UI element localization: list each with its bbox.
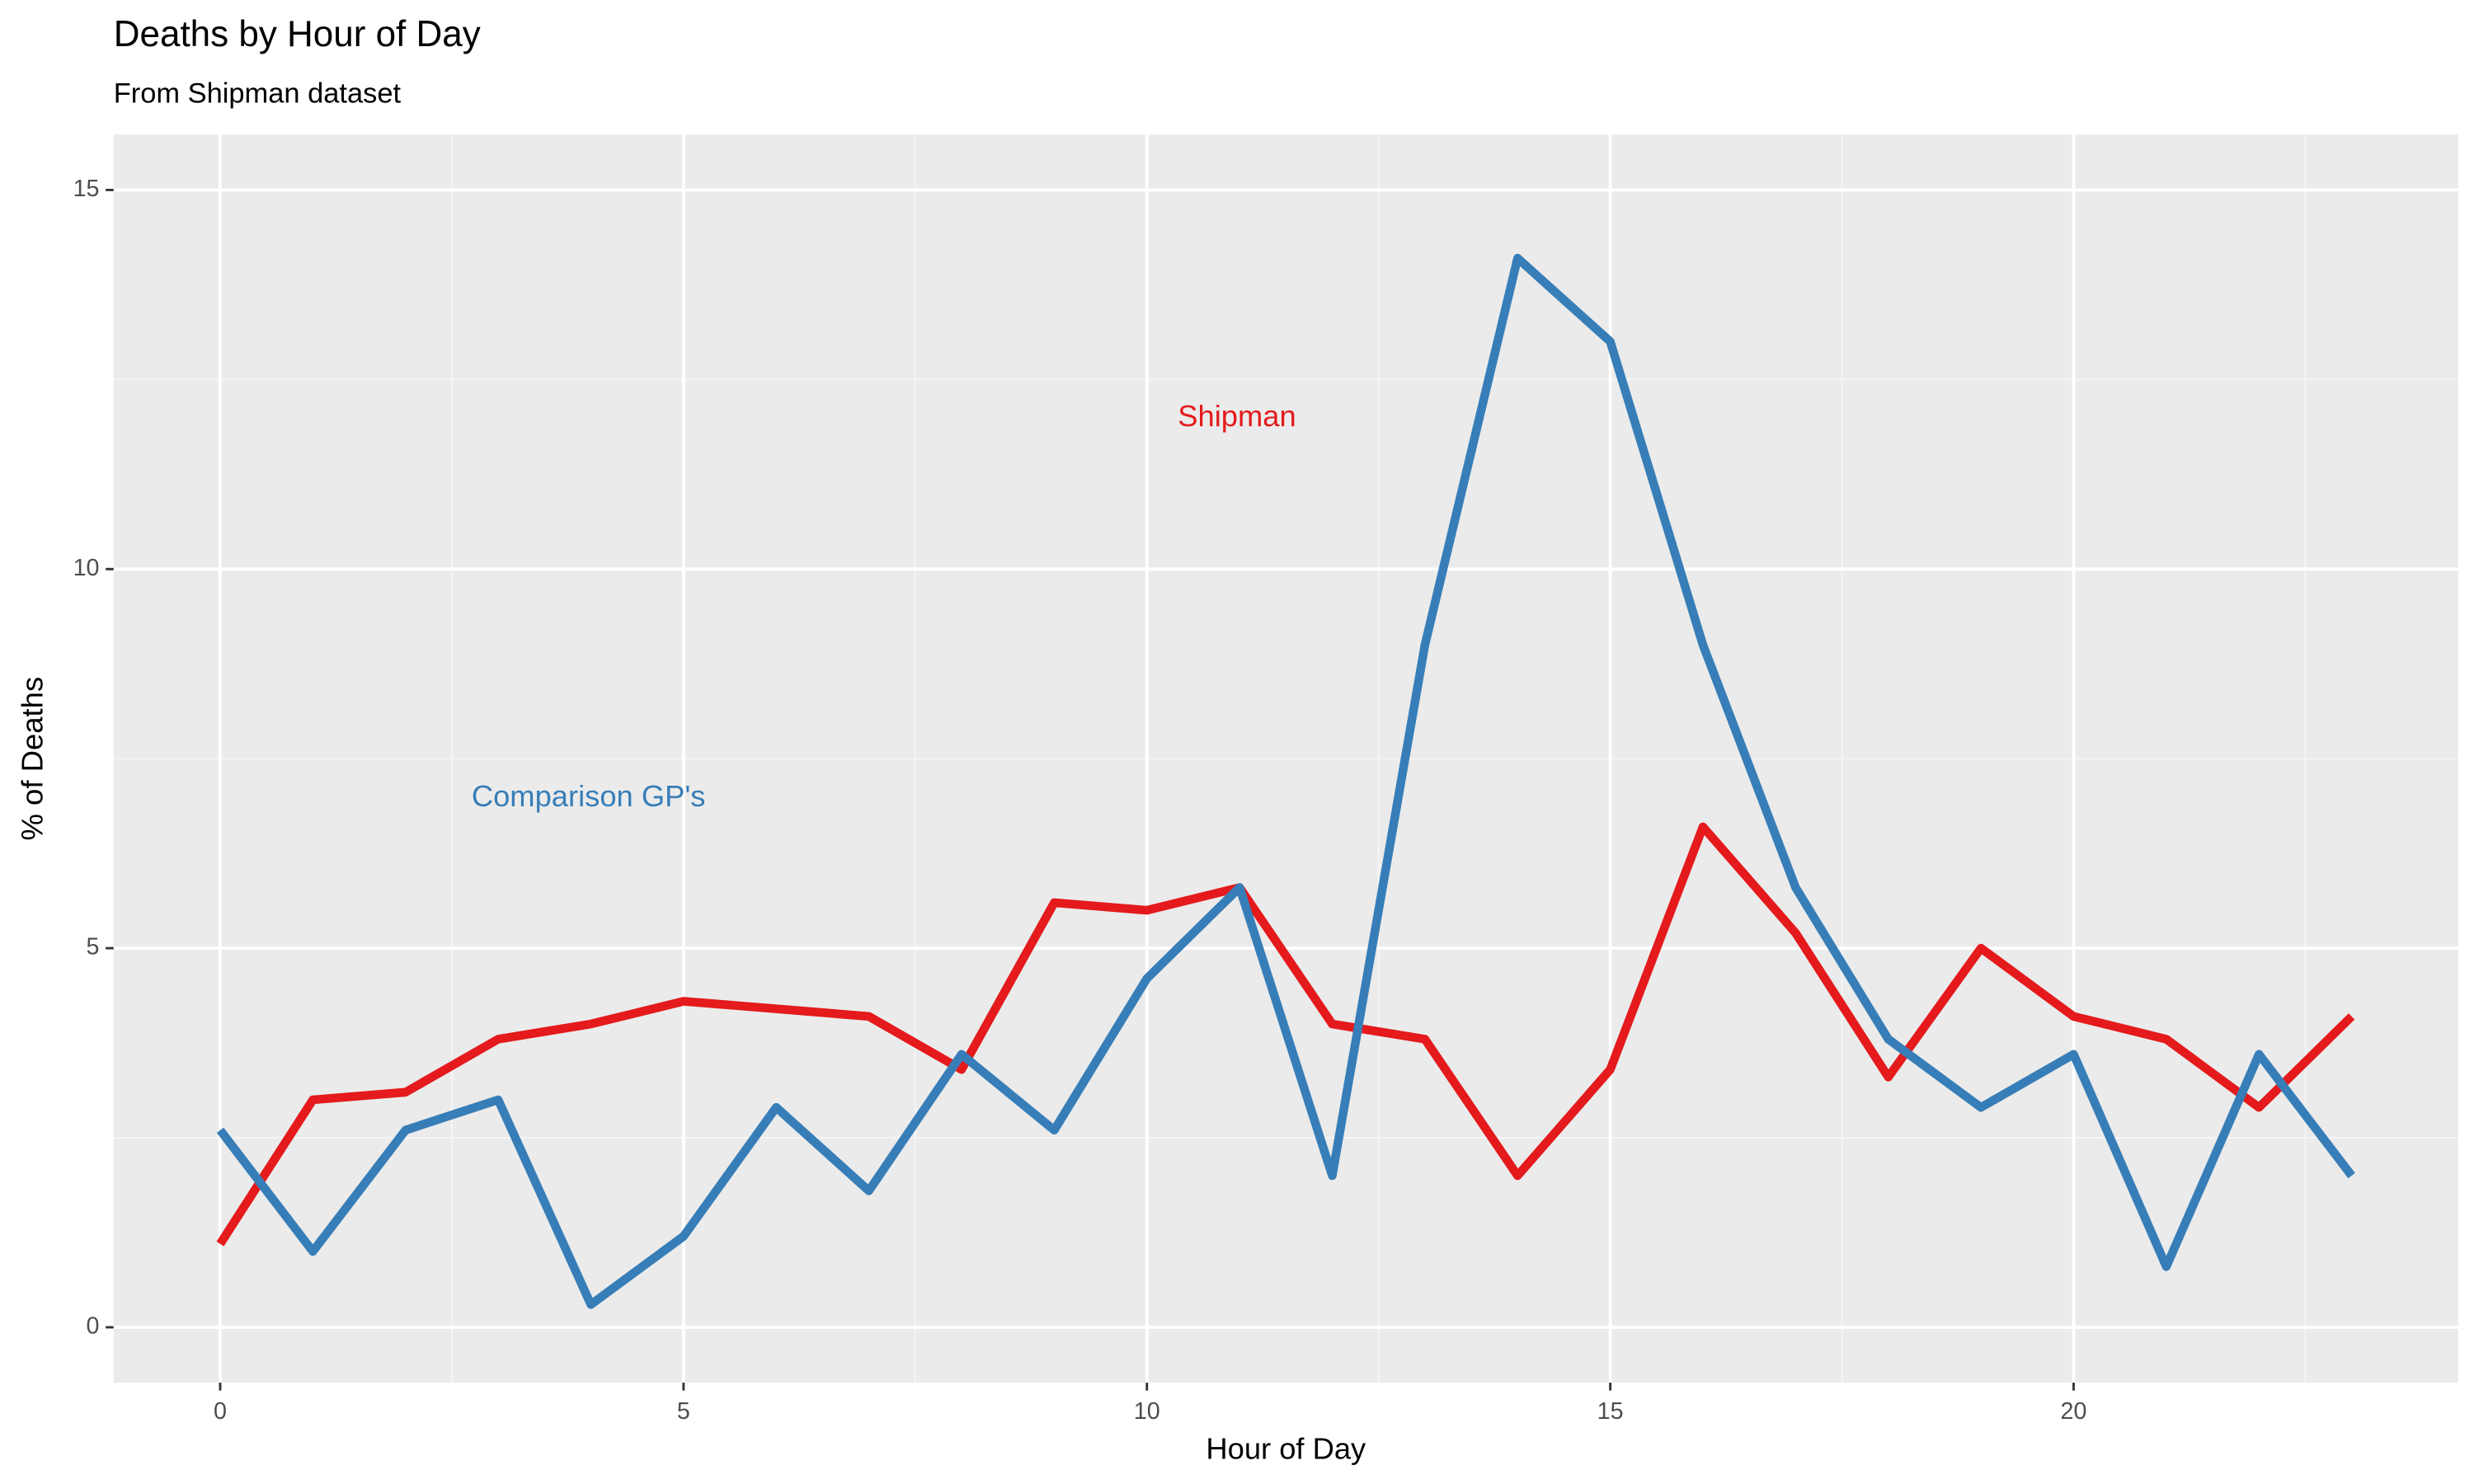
x-tick-label: 10 — [1134, 1398, 1160, 1425]
y-tick-label: 5 — [87, 934, 100, 960]
chart-title: Deaths by Hour of Day — [114, 14, 481, 54]
x-axis-title: Hour of Day — [1206, 1431, 1366, 1465]
series-label: Shipman — [1178, 399, 1296, 433]
y-tick-label: 0 — [87, 1313, 100, 1339]
x-tick-label: 5 — [677, 1398, 690, 1425]
x-tick-label: 15 — [1597, 1398, 1624, 1425]
x-tick-label: 20 — [2061, 1398, 2087, 1425]
y-axis-title: % of Deaths — [16, 677, 49, 841]
x-tick-label: 0 — [214, 1398, 227, 1425]
y-tick-label: 15 — [73, 176, 100, 202]
y-tick-label: 10 — [73, 555, 100, 581]
series-label: Comparison GP's — [472, 779, 706, 813]
chart-subtitle: From Shipman dataset — [114, 77, 402, 109]
series-line — [216, 822, 2355, 1247]
series-line — [216, 253, 2355, 1309]
